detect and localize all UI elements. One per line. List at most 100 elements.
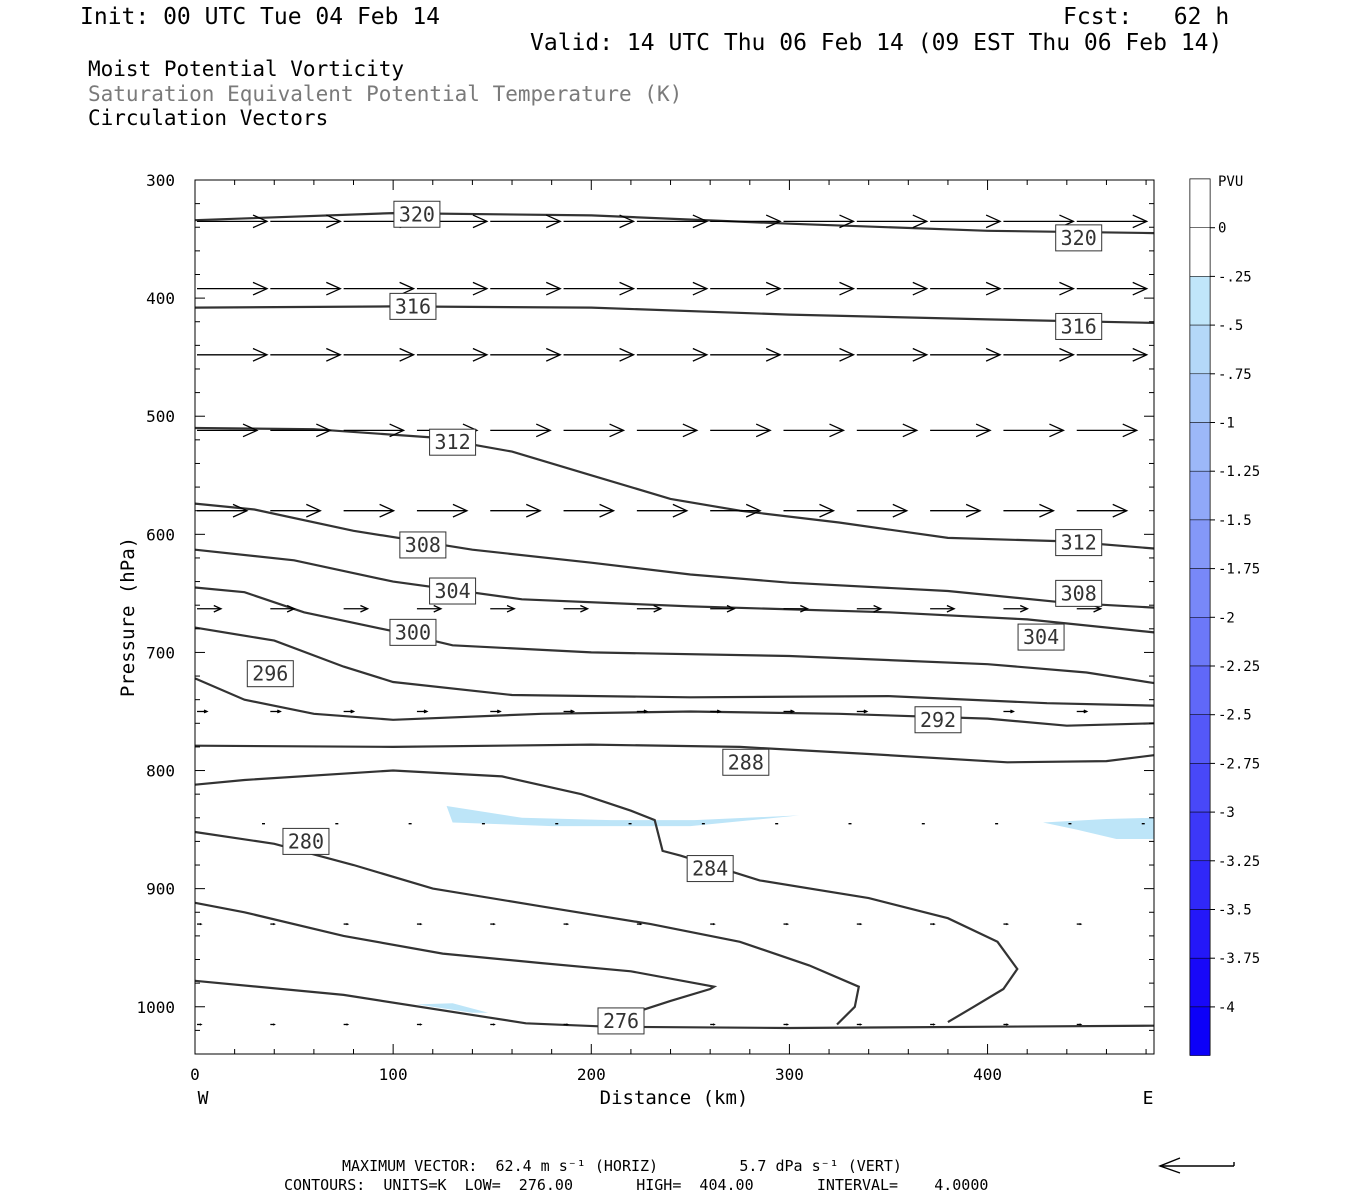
vector-6-11	[1003, 709, 1016, 714]
vector-1-6	[636, 281, 709, 296]
vector-head	[566, 1023, 570, 1026]
vector-5-6	[636, 604, 663, 613]
x-tick-label-2: 200	[577, 1065, 606, 1084]
vector-head	[902, 423, 919, 438]
colorbar-label-5: -1.25	[1218, 464, 1260, 480]
contour-276-0	[194, 979, 1155, 1030]
vector-head	[232, 503, 249, 518]
vector-5-4	[490, 604, 516, 613]
vector-head	[716, 709, 722, 714]
vector-3-6	[636, 423, 699, 438]
vector-4-0	[197, 503, 249, 518]
vector-8-2	[343, 922, 350, 926]
max-vector-info: MAXIMUM VECTOR: 62.4 m s⁻¹ (HORIZ) 5.7 d…	[342, 1157, 902, 1175]
vector-6-6	[636, 709, 649, 714]
contour-label-extra-1-box	[1055, 312, 1103, 340]
vector-3-2	[343, 423, 406, 438]
vector-head	[1010, 709, 1016, 714]
vector-9-3	[416, 1023, 423, 1026]
vector-8-5	[563, 922, 570, 926]
vector-0-8	[783, 214, 856, 229]
vector-2-2	[343, 347, 416, 362]
colorbar-swatch-17	[1189, 1006, 1211, 1056]
vector-5-1	[270, 604, 296, 613]
colorbar-swatch-12	[1189, 763, 1211, 813]
vector-head	[379, 503, 396, 518]
vector-head	[712, 922, 716, 926]
vector-head	[286, 604, 296, 613]
x-tick-label-1: 100	[379, 1065, 408, 1084]
vector-head	[859, 922, 863, 926]
vector-head	[745, 503, 762, 518]
colorbar-swatch-6	[1189, 470, 1211, 521]
vector-head	[389, 423, 406, 438]
contour-label-extra-4: 304	[1023, 625, 1059, 649]
contour-312-10	[194, 426, 1155, 550]
vector-head	[252, 214, 269, 229]
contour-label-extra-3-box	[1055, 579, 1103, 607]
vector-8-12	[1076, 922, 1083, 926]
contour-label-288-4-box	[722, 748, 770, 776]
vector-head	[965, 503, 982, 518]
y-tick-label-6: 900	[146, 880, 175, 899]
vector-head	[692, 347, 709, 362]
vector-8-10	[930, 922, 936, 926]
colorbar-label-8: -2	[1218, 610, 1235, 626]
vector-head	[873, 604, 883, 613]
vector-head	[1049, 423, 1066, 438]
vector-head	[203, 709, 209, 714]
vector-head	[726, 604, 736, 613]
vector-6-1	[270, 709, 282, 714]
colorbar-label-9: -2.25	[1218, 659, 1260, 675]
plot-frame	[194, 179, 1155, 1055]
vector-head	[506, 604, 516, 613]
vector-5-9	[856, 604, 883, 613]
vector-head	[653, 604, 663, 613]
vector-head	[452, 503, 469, 518]
colorbar-label-11: -2.75	[1218, 756, 1260, 772]
vector-1-0	[197, 281, 269, 296]
vector-head	[350, 709, 356, 714]
vector-6-3	[416, 709, 429, 714]
contour-label-316-11-box	[389, 292, 437, 320]
contour-label-extra-0: 320	[1061, 226, 1097, 250]
contour-labels: 2762802842882922963003043083123163203203…	[246, 200, 1103, 1035]
vector-head	[242, 423, 259, 438]
vector-head	[619, 281, 636, 296]
colorbar-label-0: 0	[1218, 221, 1226, 237]
contour-label-extra-4-box	[1017, 623, 1065, 651]
vector-head	[712, 1023, 716, 1026]
vector-head	[643, 709, 649, 714]
vector-head	[932, 1023, 936, 1026]
vector-head	[492, 1023, 496, 1026]
valid-time: Valid: 14 UTC Thu 06 Feb 14 (09 EST Thu …	[530, 30, 1223, 56]
vector-head	[932, 922, 936, 926]
contour-296-6	[194, 626, 1155, 707]
contour-label-extra-0-box	[1055, 224, 1103, 252]
theta-es-contours	[194, 211, 1155, 1030]
vector-head	[755, 423, 772, 438]
vector-head	[619, 347, 636, 362]
contour-308-9	[194, 502, 1155, 609]
vector-1-1	[270, 281, 342, 296]
vector-0-12	[1076, 214, 1149, 229]
contour-300-7	[194, 586, 1155, 685]
vector-head	[326, 281, 342, 296]
vector-3-5	[563, 423, 626, 438]
colorbar-swatch-8	[1189, 568, 1211, 618]
vector-4-1	[270, 503, 322, 518]
vector-3-4	[490, 423, 552, 438]
vector-head	[199, 922, 203, 926]
vector-0-6	[636, 214, 709, 229]
vector-head	[545, 347, 562, 362]
vector-head	[985, 214, 1002, 229]
vector-head	[423, 709, 429, 714]
vector-6-2	[343, 709, 356, 714]
vector-head	[975, 423, 992, 438]
vector-head	[912, 214, 929, 229]
vector-6-4	[490, 709, 502, 714]
vector-head	[570, 709, 576, 714]
vector-head	[1039, 503, 1056, 518]
colorbar-swatch-4	[1189, 373, 1211, 423]
